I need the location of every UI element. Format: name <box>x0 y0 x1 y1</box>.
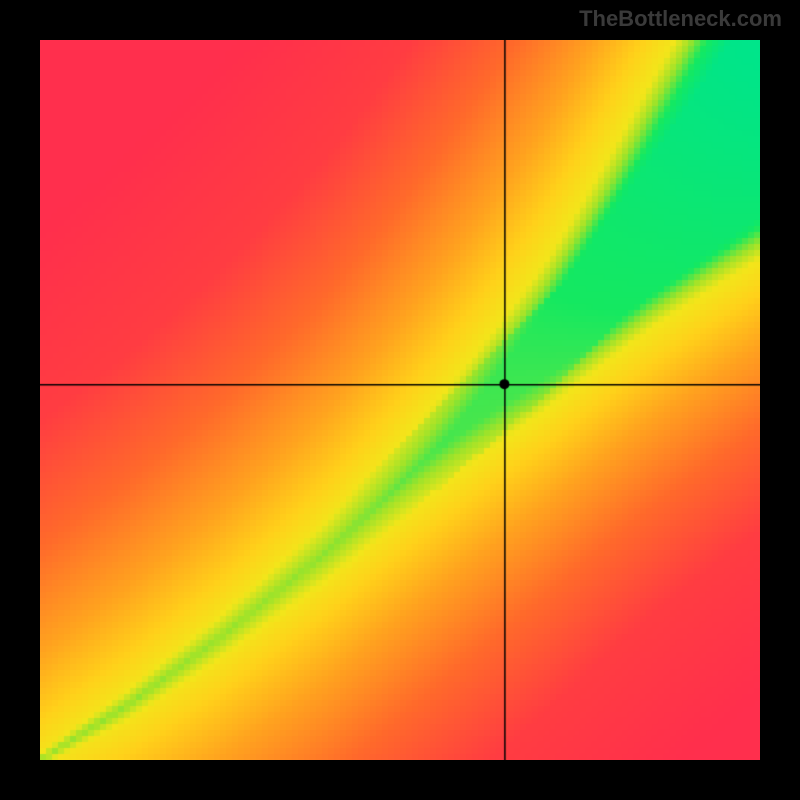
watermark-text: TheBottleneck.com <box>579 6 782 32</box>
crosshair-overlay <box>40 40 760 760</box>
bottleneck-heatmap <box>40 40 760 760</box>
